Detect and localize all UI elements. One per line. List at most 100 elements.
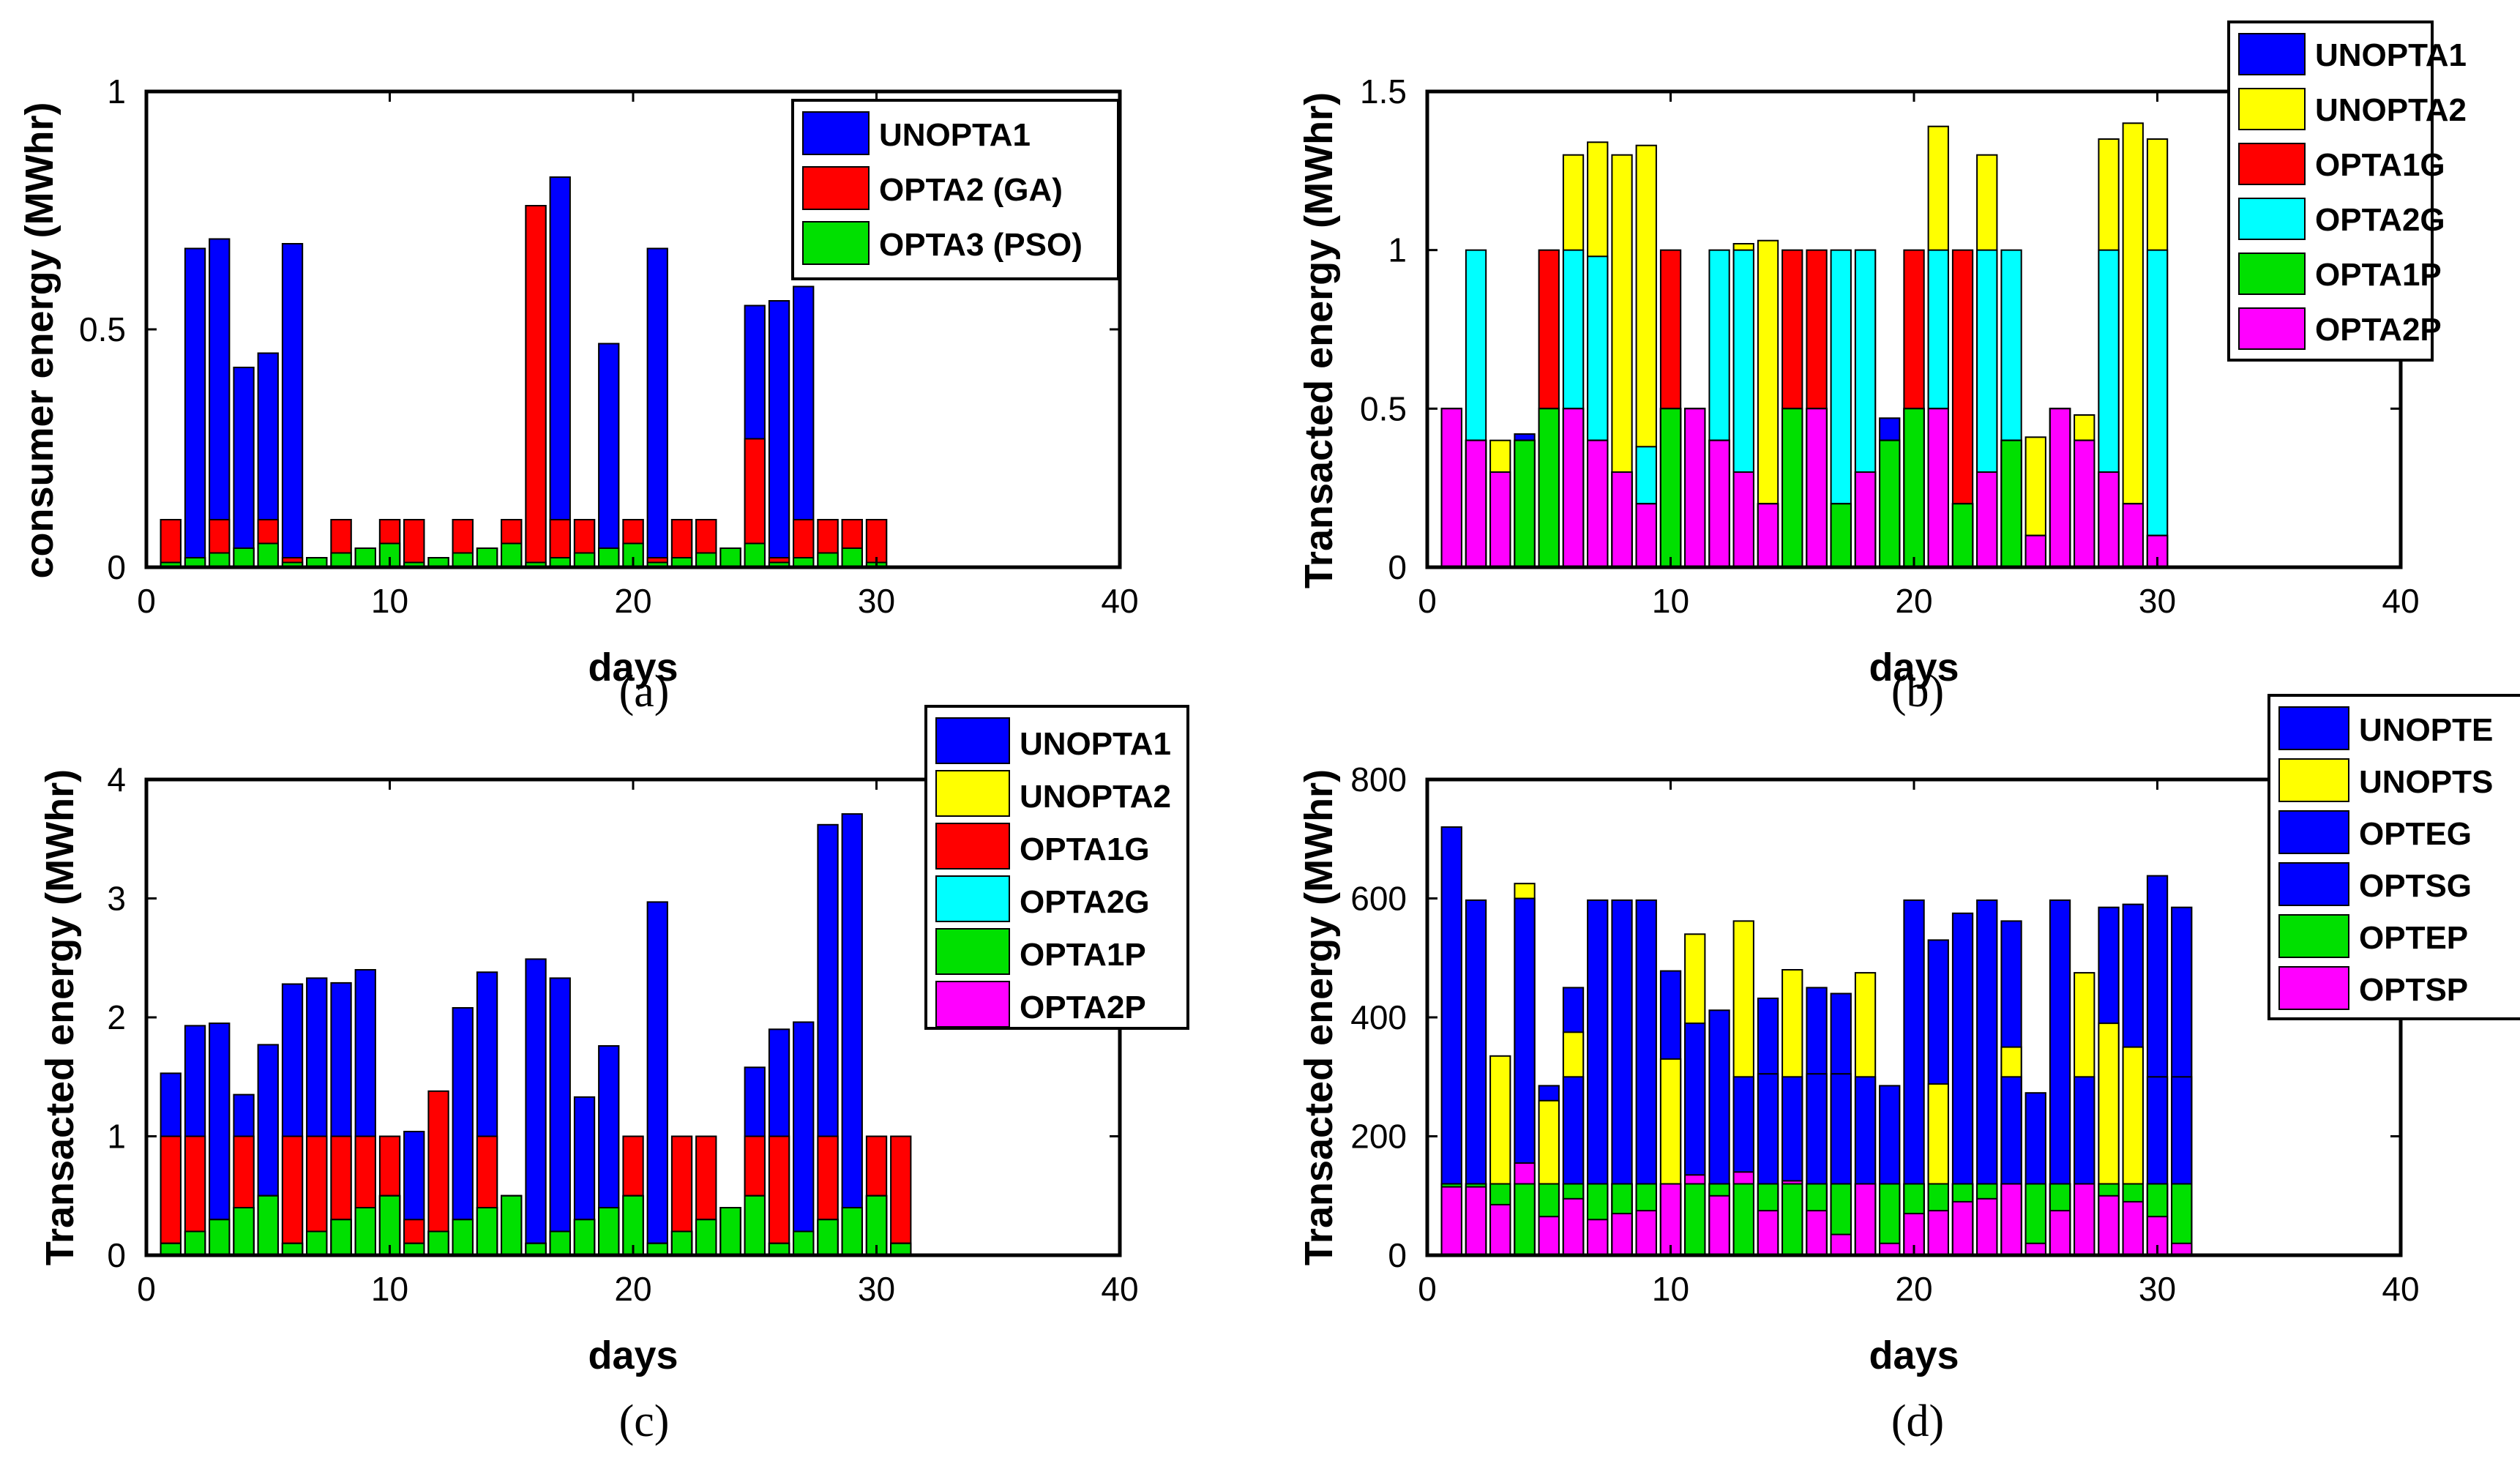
bar-optsp-day-24 [2000, 1183, 2022, 1256]
bar-opta1p-day-9 [354, 1207, 376, 1256]
bar-unopta1-day-19 [598, 343, 620, 568]
bar-opta3-pso--day-3 [209, 552, 231, 568]
bar-opta1p-day-24 [2000, 439, 2022, 569]
bar-opta1p-day-17 [1830, 503, 1852, 568]
bar-unopta1-day-17 [549, 977, 571, 1257]
legend-swatch [935, 928, 1010, 975]
bar-opta1p-day-18 [573, 1219, 596, 1257]
x-tick-label: 20 [614, 1270, 651, 1308]
bar-opta3-pso--day-25 [744, 542, 766, 568]
x-tick-label: 30 [2139, 1270, 2176, 1308]
bar-optsp-day-1 [1440, 1186, 1462, 1256]
x-tick-label: 40 [1101, 582, 1138, 620]
bar-optep-day-15 [1781, 1183, 1803, 1256]
legend-swatch [935, 770, 1010, 817]
bar-unopta1-day-3 [209, 238, 231, 568]
bar-opta2p-day-3 [1489, 471, 1511, 568]
bar-opta1p-day-8 [330, 1219, 352, 1257]
bar-opta3-pso--day-29 [841, 547, 863, 568]
legend: UNOPTA1 UNOPTA2 OPTA1G OPTA2G OPTA1P OPTA2P [924, 705, 1189, 1030]
x-axis-title: days [1869, 1334, 1959, 1377]
bar-opta2p-day-13 [1732, 471, 1754, 568]
bar-optep-day-11 [1684, 1183, 1706, 1256]
bar-optsp-day-22 [1951, 1200, 1974, 1257]
x-tick-label: 20 [1895, 1270, 1932, 1308]
bar-opta1p-day-5 [1538, 408, 1560, 568]
bar-opta2p-day-14 [1757, 503, 1779, 568]
x-tick-label: 30 [858, 582, 895, 620]
legend-label: OPTA2 (GA) [879, 172, 1063, 208]
bar-opta3-pso--day-14 [476, 547, 498, 568]
legend-label: UNOPTA2 [1020, 779, 1171, 815]
bar-optsp-day-14 [1757, 1210, 1779, 1256]
bar-opta1p-day-22 [1951, 503, 1974, 568]
legend-swatch [2278, 810, 2349, 854]
legend-swatch [2238, 88, 2306, 130]
chart-panel-c: 0 10 20 30 40 0 1 2 3 4 days Transacted energy (MWh… [38, 705, 1189, 1446]
bar-opta1p-day-4 [233, 1207, 255, 1256]
bar-optsp-day-21 [1927, 1210, 1949, 1256]
legend-label: OPTSP [2359, 972, 2468, 1008]
bars-group [160, 813, 912, 1257]
bar-unopta2-day-29 [2122, 122, 2144, 569]
y-tick-label: 1 [107, 72, 126, 111]
legend-swatch [2278, 706, 2349, 750]
bar-opta2-ga--day-16 [525, 205, 547, 568]
bar-opta1p-day-4 [1514, 439, 1536, 569]
x-tick-label: 10 [1652, 1270, 1689, 1308]
panel-label: (b) [1891, 667, 1944, 717]
x-tick-label: 0 [1418, 1270, 1437, 1308]
bar-opta1p-day-5 [257, 1194, 279, 1257]
bar-opta3-pso--day-18 [573, 552, 596, 568]
bar-opta3-pso--day-4 [233, 547, 255, 568]
bar-opta2p-day-28 [2098, 471, 2120, 568]
legend-label: OPTA1G [2315, 147, 2445, 183]
legend-swatch [802, 166, 870, 210]
legend-swatch [802, 221, 870, 265]
bar-unopta1-day-2 [184, 247, 206, 568]
legend-label: OPTA2P [2315, 312, 2442, 348]
bar-opta1p-day-24 [719, 1207, 741, 1256]
bar-optsp-day-29 [2122, 1200, 2144, 1257]
legend: UNOPTA1 OPTA2 (GA) OPTA3 (PSO) [791, 99, 1120, 280]
y-tick-label: 2 [107, 998, 126, 1036]
bar-opta1p-day-7 [306, 1230, 328, 1256]
x-tick-label: 10 [371, 582, 408, 620]
bar-opta2-ga--day-1 [160, 519, 182, 568]
bar-opta2p-day-18 [1854, 471, 1877, 568]
bar-opta2p-day-9 [1635, 503, 1657, 568]
legend-swatch [935, 823, 1010, 870]
legend-label: UNOPTA1 [1020, 726, 1171, 762]
legend-swatch [2278, 862, 2349, 906]
y-tick-label: 0 [1388, 548, 1407, 586]
x-axis-title: days [588, 1334, 678, 1377]
legend-swatch [2278, 966, 2349, 1010]
y-tick-label: 0 [107, 548, 126, 586]
bar-opta1p-day-12 [427, 1230, 449, 1256]
y-tick-label: 1 [107, 1118, 126, 1156]
legend-label: OPTA2G [2315, 202, 2445, 238]
panel-label: (d) [1891, 1396, 1944, 1446]
bar-opta2p-day-11 [1684, 408, 1706, 568]
legend-swatch [2238, 253, 2306, 295]
y-axis-title: Transacted energy (MWhr) [1297, 769, 1341, 1265]
legend-label: OPTA2P [1020, 990, 1146, 1025]
bar-optsp-day-23 [1976, 1197, 1998, 1257]
bar-opta2p-day-12 [1708, 439, 1730, 569]
bar-opta1p-day-27 [793, 1230, 815, 1256]
y-tick-label: 800 [1350, 760, 1407, 799]
bar-optsp-day-27 [2074, 1183, 2095, 1256]
y-tick-label: 400 [1350, 998, 1407, 1036]
bar-unopta1-day-4 [233, 367, 255, 568]
bar-optsp-day-26 [2049, 1210, 2071, 1256]
panel-label: (c) [619, 1396, 670, 1446]
bar-unopta1-day-29 [841, 813, 863, 1256]
bar-opta3-pso--day-8 [330, 552, 352, 568]
x-tick-label: 0 [137, 1270, 156, 1308]
x-tick-label: 0 [137, 582, 156, 620]
bar-opta1p-day-15 [1781, 408, 1803, 568]
x-tick-label: 10 [1652, 582, 1689, 620]
x-tick-label: 30 [2139, 582, 2176, 620]
y-tick-label: 200 [1350, 1118, 1407, 1156]
